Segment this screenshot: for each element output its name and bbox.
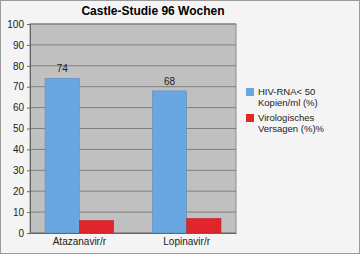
chart: Castle-Studie 96 Wochen 0 10 20 30 40 50 60 70 80… (0, 0, 360, 254)
x-axis-line (31, 233, 237, 234)
y-tick-label: 90 (13, 40, 25, 51)
y-tick-label: 100 (7, 19, 24, 30)
y-tick: 100 (7, 19, 30, 30)
data-label: 74 (57, 63, 69, 74)
legend-label-line: Versagen (%)% (258, 123, 325, 134)
legend-label: HIV-RNA< 50Kopien/ml (%) (258, 86, 318, 108)
data-label: 68 (164, 76, 176, 87)
y-tick: 40 (13, 144, 30, 155)
y-tick-mark (27, 108, 30, 109)
y-tick-label: 40 (13, 144, 25, 155)
grid-line (30, 24, 236, 25)
x-tick-label: Atazanavir/r (53, 236, 107, 247)
y-tick: 60 (13, 102, 30, 113)
x-tick: Lopinavir/r (163, 233, 210, 247)
y-tick-mark (27, 191, 30, 192)
y-tick: 0 (18, 228, 30, 239)
y-tick-label: 10 (13, 207, 25, 218)
y-tick-mark (27, 170, 30, 171)
y-tick: 10 (13, 207, 30, 218)
y-tick-label: 50 (13, 123, 25, 134)
y-axis-line (27, 25, 31, 234)
y-tick-mark (27, 212, 30, 213)
y-tick-mark (27, 233, 30, 234)
bars (45, 78, 221, 233)
legend-label-line: Virologisches (258, 112, 315, 123)
background (1, 1, 360, 254)
y-axis: 0 10 20 30 40 50 60 70 80 90 100 (7, 19, 30, 239)
legend-label-line: Kopien/ml (%) (258, 97, 318, 108)
legend-label-line: HIV-RNA< 50 (258, 86, 315, 97)
y-tick-label: 30 (13, 165, 25, 176)
legend-label: VirologischesVersagen (%)% (258, 112, 325, 134)
y-tick-mark (27, 129, 30, 130)
plot: 0 10 20 30 40 50 60 70 80 90 100 Atazanavir/r Lopina… (7, 19, 236, 247)
bar (45, 78, 79, 233)
x-axis: Atazanavir/r Lopinavir/r (31, 233, 237, 247)
y-tick: 90 (13, 40, 30, 51)
y-tick-mark (27, 45, 30, 46)
y-tick: 70 (13, 81, 30, 92)
bar (187, 218, 221, 233)
bar (79, 220, 113, 233)
plot-area (30, 24, 236, 233)
title: Castle-Studie 96 Wochen (81, 4, 224, 18)
y-tick-label: 20 (13, 186, 25, 197)
legend-swatch (246, 88, 254, 96)
bar (152, 91, 186, 233)
y-tick: 30 (13, 165, 30, 176)
y-tick-mark (27, 24, 30, 25)
legend: HIV-RNA< 50Kopien/ml (%) VirologischesVer… (246, 86, 325, 134)
legend-swatch (246, 114, 254, 122)
y-tick-label: 60 (13, 102, 25, 113)
y-tick-label: 0 (18, 228, 24, 239)
y-tick-label: 80 (13, 61, 25, 72)
y-tick: 50 (13, 123, 30, 134)
y-tick-label: 70 (13, 81, 25, 92)
y-tick-mark (27, 87, 30, 88)
y-tick-mark (27, 149, 30, 150)
y-tick: 20 (13, 186, 30, 197)
x-tick: Atazanavir/r (53, 233, 107, 247)
grid-line (30, 44, 236, 45)
y-tick-mark (27, 66, 30, 67)
data-labels: 74 68 (57, 63, 176, 87)
y-tick: 80 (13, 61, 30, 72)
x-tick-label: Lopinavir/r (163, 236, 210, 247)
